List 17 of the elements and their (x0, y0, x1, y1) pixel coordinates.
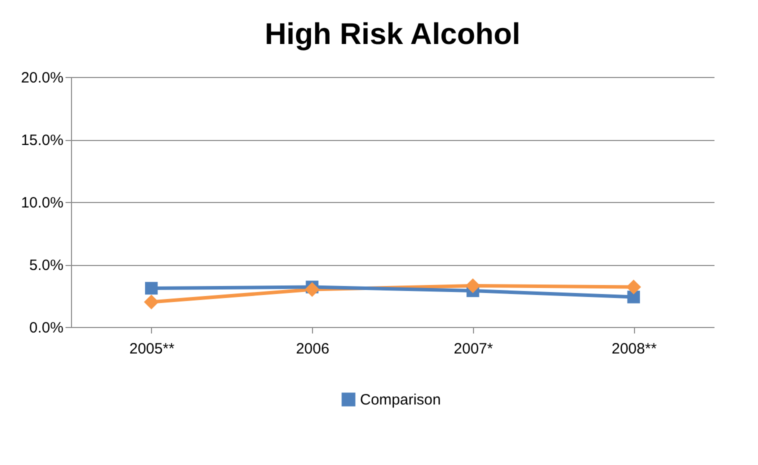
chart-title: High Risk Alcohol (264, 18, 520, 51)
x-tick-label: 2008** (612, 340, 657, 358)
point (626, 280, 642, 294)
point (465, 278, 480, 294)
y-tick-label: 20.0% (20, 70, 64, 86)
point (144, 294, 159, 310)
y-tick-label: 0.0% (29, 320, 64, 336)
point (627, 290, 640, 304)
x-tick-label: 2005** (129, 340, 175, 358)
y-tick-label: 5.0% (29, 257, 64, 274)
y-tick-label: 10.0% (20, 194, 64, 212)
x-tick-label: 2007* (454, 340, 494, 358)
legend-label: Comparison (360, 392, 441, 408)
x-tick-label: 2006 (296, 340, 330, 358)
point (304, 282, 320, 297)
point (145, 282, 158, 295)
y-tick-label: 15.0% (20, 132, 64, 149)
